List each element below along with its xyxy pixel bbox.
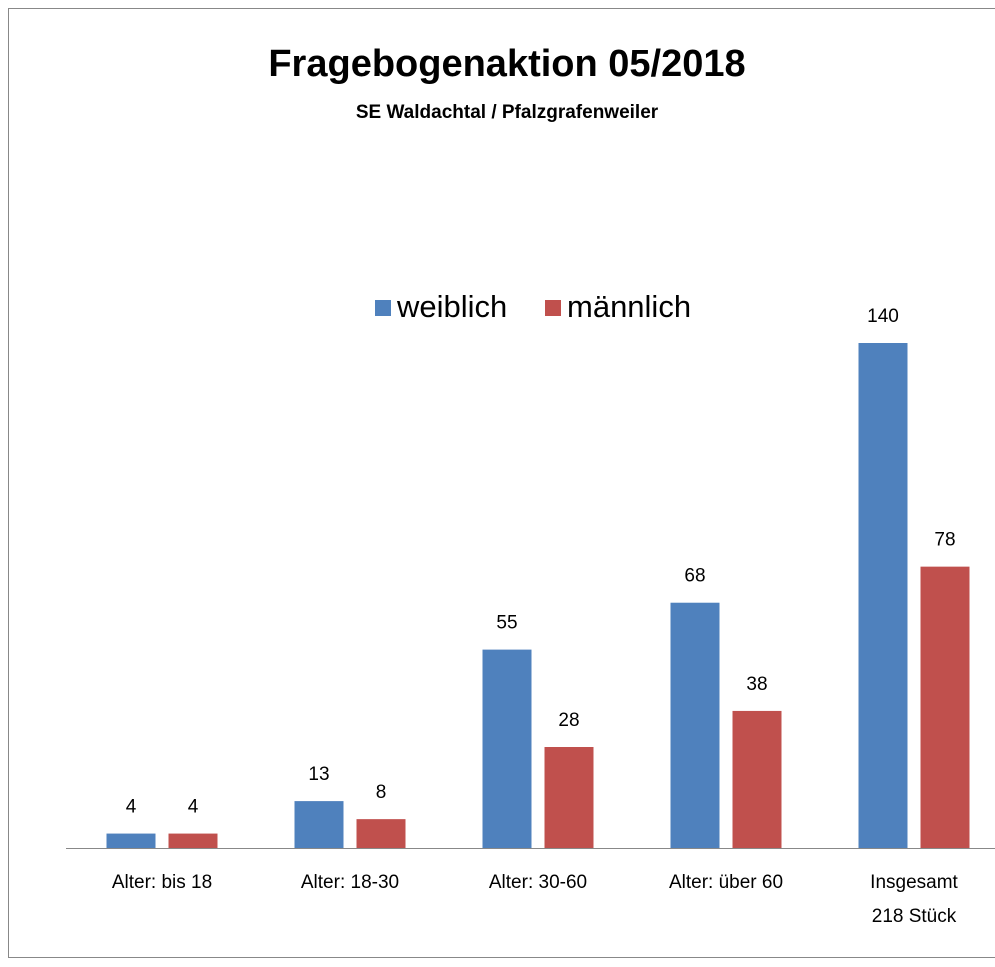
data-label: 28	[558, 710, 579, 731]
legend-label: weiblich	[396, 289, 507, 324]
bar	[920, 566, 970, 848]
data-label: 140	[867, 306, 899, 327]
bar	[356, 819, 406, 848]
data-label: 38	[746, 674, 767, 695]
bar	[858, 343, 908, 848]
chart-subtitle: SE Waldachtal / Pfalzgrafenweiler	[356, 102, 659, 123]
legend-swatch	[375, 300, 391, 316]
bar	[294, 801, 344, 848]
bar	[670, 602, 720, 848]
bar	[482, 649, 532, 848]
data-label: 8	[376, 782, 387, 803]
bar	[168, 833, 218, 848]
chart-border	[8, 8, 995, 958]
x-tick-label: Alter: über 60	[668, 872, 784, 893]
x-tick-label: Insgesamt 218 Stück	[870, 872, 958, 927]
bar	[544, 747, 594, 848]
legend-label: männlich	[567, 289, 691, 324]
data-label: 4	[188, 797, 199, 818]
x-tick-label: Alter: 18-30	[300, 872, 400, 893]
data-label: 78	[934, 530, 955, 551]
data-label: 13	[308, 764, 329, 785]
bar	[732, 710, 782, 848]
bar	[106, 833, 156, 848]
data-label: 4	[126, 797, 137, 818]
data-label: 55	[496, 613, 517, 634]
x-tick-label: Alter: bis 18	[111, 872, 213, 893]
chart-title: Fragebogenaktion 05/2018	[268, 43, 745, 85]
data-label: 68	[684, 566, 705, 587]
legend-swatch	[545, 300, 561, 316]
x-tick-label: Alter: 30-60	[488, 872, 588, 893]
